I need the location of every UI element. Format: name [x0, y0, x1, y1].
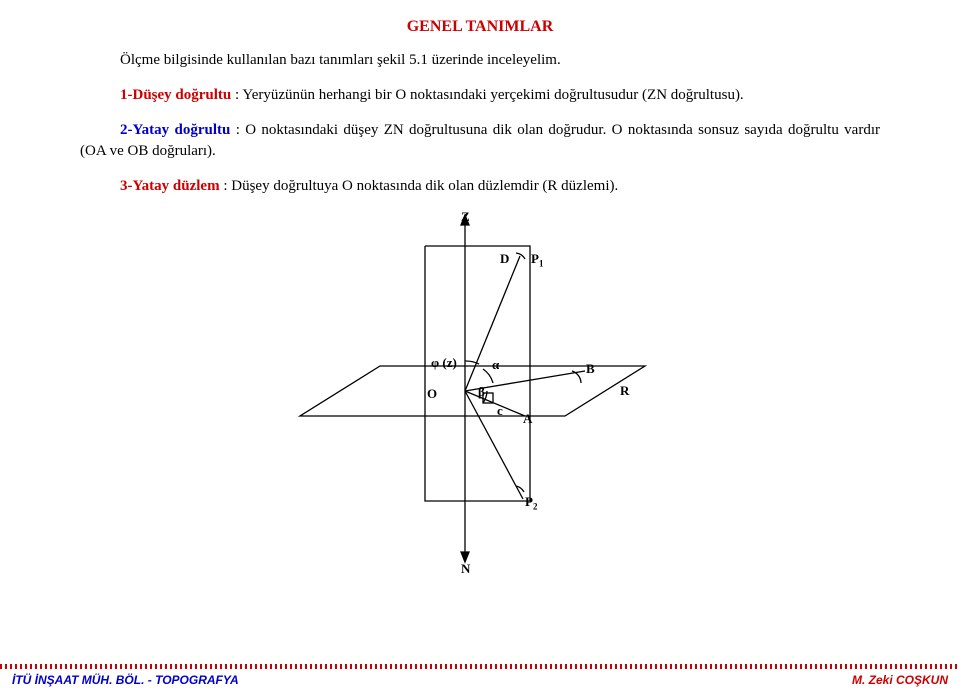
def2-term: 2-Yatay doğrultu	[120, 122, 230, 138]
footer-left: İTÜ İNŞAAT MÜH. BÖL. - TOPOGRAFYA	[12, 673, 239, 687]
label-P1-sub: 1	[539, 259, 544, 269]
label-Z: Z	[461, 209, 470, 225]
label-alpha: α	[492, 357, 499, 373]
footer: İTÜ İNŞAAT MÜH. BÖL. - TOPOGRAFYA M. Zek…	[0, 664, 960, 690]
label-phi: φ (z)	[431, 355, 457, 371]
def2-para: 2-Yatay doğrultu : O noktasındaki düşey …	[80, 120, 880, 162]
diagram: Z D P1 φ (z) α B O β c A R P2 N	[265, 211, 695, 581]
diagram-wrap: Z D P1 φ (z) α B O β c A R P2 N	[0, 211, 960, 581]
label-P1: P1	[531, 251, 543, 269]
label-O: O	[427, 386, 437, 402]
title-text: GENEL TANIMLAR	[407, 18, 554, 35]
label-c: c	[497, 403, 503, 419]
content: Ölçme bilgisinde kullanılan bazı tanımla…	[0, 36, 960, 197]
label-P2-p: P	[525, 494, 533, 509]
label-B: B	[586, 361, 595, 377]
label-R: R	[620, 383, 629, 399]
footer-right: M. Zeki COŞKUN	[852, 673, 948, 687]
label-P2: P2	[525, 494, 537, 512]
label-A: A	[523, 411, 532, 427]
footer-bar: İTÜ İNŞAAT MÜH. BÖL. - TOPOGRAFYA M. Zek…	[0, 669, 960, 690]
label-D: D	[500, 251, 509, 267]
page-title: GENEL TANIMLAR	[0, 0, 960, 36]
intro-text: Ölçme bilgisinde kullanılan bazı tanımla…	[120, 52, 561, 68]
def3-para: 3-Yatay düzlem : Düşey doğrultuya O nokt…	[80, 176, 880, 197]
label-beta: β	[478, 384, 485, 400]
label-N: N	[461, 561, 470, 577]
intro-para: Ölçme bilgisinde kullanılan bazı tanımla…	[80, 50, 880, 71]
def1-term: 1-Düşey doğrultu	[120, 87, 231, 103]
label-P1-p: P	[531, 251, 539, 266]
def1-text: : Yeryüzünün herhangi bir O noktasındaki…	[231, 87, 743, 103]
def3-text: : Düşey doğrultuya O noktasında dik olan…	[220, 178, 619, 194]
def1-para: 1-Düşey doğrultu : Yeryüzünün herhangi b…	[80, 85, 880, 106]
def3-term: 3-Yatay düzlem	[120, 178, 220, 194]
label-P2-sub: 2	[533, 502, 538, 512]
